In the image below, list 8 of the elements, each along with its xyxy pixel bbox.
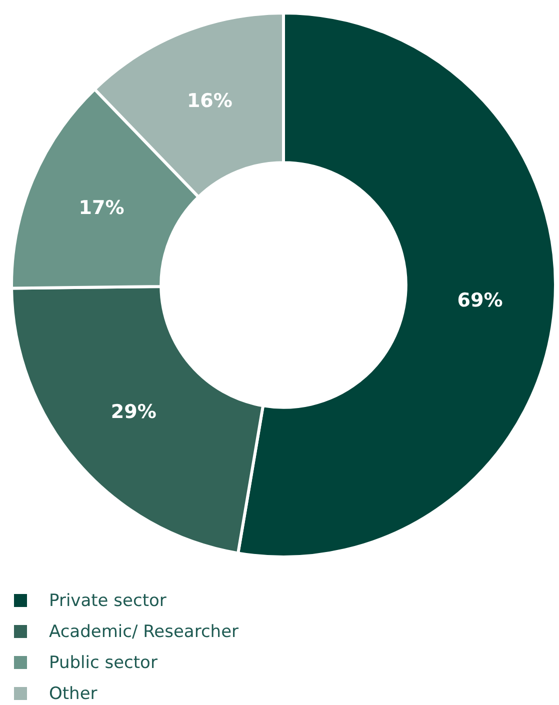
- legend-label: Private sector: [49, 590, 166, 610]
- legend-label: Public sector: [49, 652, 158, 672]
- legend-label: Academic/ Researcher: [49, 622, 239, 642]
- data-label: 29%: [110, 401, 156, 424]
- data-label: 16%: [186, 90, 232, 112]
- data-label: 17%: [78, 196, 124, 219]
- legend-label: Other: [49, 684, 98, 704]
- data-label: 69%: [457, 289, 503, 312]
